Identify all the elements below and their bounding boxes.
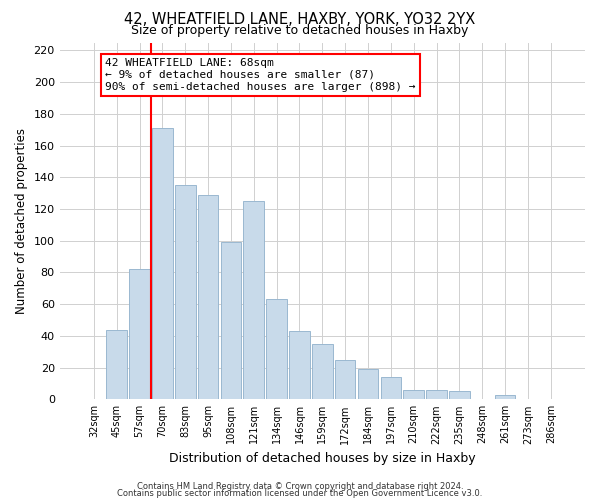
Bar (380, 377, 401, 400)
Bar (312, 344, 332, 400)
Bar (449, 392, 470, 400)
X-axis label: Distribution of detached houses by size in Haxby: Distribution of detached houses by size … (169, 452, 476, 465)
Text: Contains HM Land Registry data © Crown copyright and database right 2024.: Contains HM Land Registry data © Crown c… (137, 482, 463, 491)
Bar (221, 242, 241, 400)
Bar (129, 270, 150, 400)
Bar (495, 394, 515, 400)
Text: Size of property relative to detached houses in Haxby: Size of property relative to detached ho… (131, 24, 469, 37)
Bar (427, 390, 447, 400)
Text: Contains public sector information licensed under the Open Government Licence v3: Contains public sector information licen… (118, 490, 482, 498)
Text: 42, WHEATFIELD LANE, HAXBY, YORK, YO32 2YX: 42, WHEATFIELD LANE, HAXBY, YORK, YO32 2… (124, 12, 476, 28)
Bar (106, 330, 127, 400)
Y-axis label: Number of detached properties: Number of detached properties (15, 128, 28, 314)
Bar (358, 369, 379, 400)
Bar (335, 360, 355, 400)
Bar (244, 201, 264, 400)
Bar (266, 300, 287, 400)
Bar (403, 390, 424, 400)
Bar (152, 128, 173, 400)
Text: 42 WHEATFIELD LANE: 68sqm
← 9% of detached houses are smaller (87)
90% of semi-d: 42 WHEATFIELD LANE: 68sqm ← 9% of detach… (105, 58, 416, 92)
Bar (289, 331, 310, 400)
Bar (198, 194, 218, 400)
Bar (175, 185, 196, 400)
